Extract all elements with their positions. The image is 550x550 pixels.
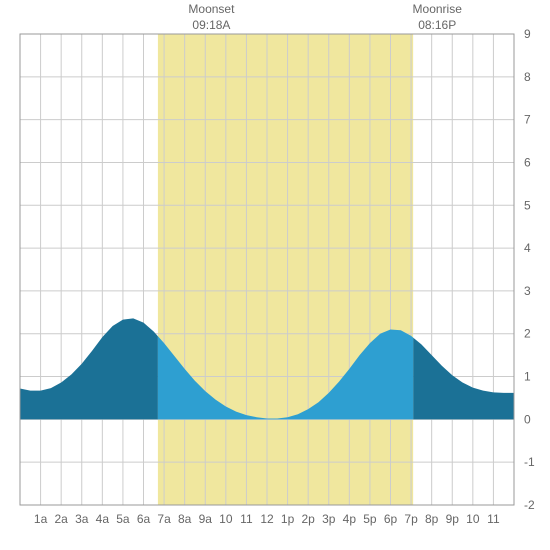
y-tick-label: 7	[524, 113, 531, 127]
moonrise-title: Moonrise	[407, 2, 467, 18]
moonrise-annotation: Moonrise08:16P	[407, 2, 467, 33]
moonset-title: Moonset	[181, 2, 241, 18]
y-tick-label: 8	[524, 70, 531, 84]
x-tick-label: 10	[466, 512, 480, 526]
daylight-band	[158, 34, 413, 505]
x-tick-label: 1p	[281, 512, 295, 526]
moonrise-time: 08:16P	[407, 18, 467, 34]
x-tick-label: 10	[219, 512, 233, 526]
x-tick-label: 5a	[116, 512, 130, 526]
x-tick-label: 3p	[322, 512, 336, 526]
x-tick-label: 9a	[199, 512, 213, 526]
y-tick-label: 9	[524, 27, 531, 41]
x-tick-label: 4a	[96, 512, 110, 526]
y-tick-label: 1	[524, 370, 531, 384]
x-tick-label: 4p	[343, 512, 357, 526]
x-tick-label: 7a	[157, 512, 171, 526]
x-tick-label: 9p	[446, 512, 460, 526]
y-tick-label: -2	[524, 498, 535, 512]
y-tick-label: 3	[524, 284, 531, 298]
x-tick-label: 8a	[178, 512, 192, 526]
x-tick-label: 5p	[363, 512, 377, 526]
x-tick-label: 8p	[425, 512, 439, 526]
tide-moon-chart: 1a2a3a4a5a6a7a8a9a1011121p2p3p4p5p6p7p8p…	[0, 0, 550, 550]
x-tick-label: 11	[240, 512, 253, 526]
x-tick-label: 7p	[404, 512, 418, 526]
x-tick-label: 11	[487, 512, 500, 526]
x-tick-label: 2a	[54, 512, 68, 526]
x-tick-label: 6p	[384, 512, 398, 526]
y-tick-label: 5	[524, 198, 531, 212]
moonset-time: 09:18A	[181, 18, 241, 34]
y-tick-label: 0	[524, 412, 531, 426]
chart-svg: 1a2a3a4a5a6a7a8a9a1011121p2p3p4p5p6p7p8p…	[0, 0, 550, 550]
y-tick-label: -1	[524, 455, 535, 469]
x-tick-label: 1a	[34, 512, 48, 526]
moonset-annotation: Moonset09:18A	[181, 2, 241, 33]
x-tick-label: 6a	[137, 512, 151, 526]
x-tick-label: 2p	[301, 512, 315, 526]
y-tick-label: 2	[524, 327, 531, 341]
y-tick-label: 4	[524, 241, 531, 255]
x-tick-label: 3a	[75, 512, 89, 526]
y-tick-label: 6	[524, 155, 531, 169]
x-tick-label: 12	[260, 512, 274, 526]
